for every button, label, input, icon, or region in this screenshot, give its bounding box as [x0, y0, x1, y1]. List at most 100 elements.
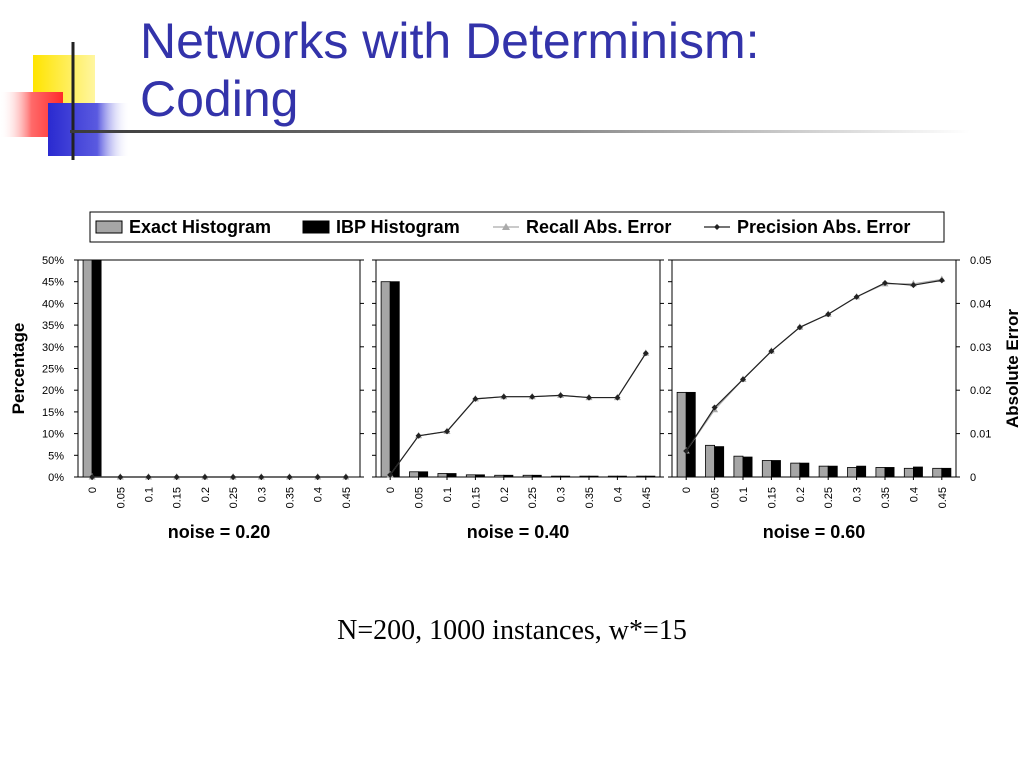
x-tick-label: 0.35: [285, 487, 297, 508]
bar-exact: [380, 281, 391, 478]
bar-exact: [494, 474, 505, 478]
bar-ibp: [503, 474, 514, 478]
panel-frame: [375, 259, 661, 478]
panel-xlabel: noise = 0.60: [763, 522, 866, 542]
x-tick-label: 0.4: [612, 487, 624, 502]
legend-label: Exact Histogram: [129, 217, 271, 237]
legend-swatch: [95, 220, 123, 234]
legend-swatch: [302, 220, 330, 234]
x-tick-label: 0.4: [313, 487, 325, 502]
precision-point: [500, 393, 507, 400]
x-tick-label: 0.35: [880, 487, 892, 508]
bar-ibp: [799, 462, 810, 478]
x-tick-label: 0.05: [414, 487, 426, 508]
recall-line: [389, 352, 647, 476]
bar-exact: [733, 455, 744, 478]
precision-line: [389, 352, 647, 476]
precision-point: [387, 471, 394, 478]
y-tick-label: 40%: [42, 298, 64, 310]
bar-ibp: [913, 466, 923, 478]
x-tick-label: 0.25: [228, 487, 240, 508]
y-tick-label: 15%: [42, 407, 64, 419]
bar-exact: [790, 462, 801, 478]
x-tick-label: 0.05: [115, 487, 127, 508]
bar-ibp: [588, 475, 599, 478]
bar-exact: [607, 475, 618, 478]
x-tick-label: 0.2: [200, 487, 212, 502]
bar-exact: [551, 475, 562, 478]
precision-point: [145, 474, 152, 480]
precision-point: [342, 474, 349, 480]
bar-ibp: [771, 460, 781, 478]
precision-point: [415, 432, 422, 439]
bar-ibp: [91, 259, 102, 478]
title-line-2: Coding: [140, 71, 299, 127]
precision-point: [557, 392, 564, 399]
x-tick-label: 0.05: [710, 487, 722, 508]
precision-point: [286, 474, 293, 480]
precision-point: [711, 404, 718, 411]
precision-point: [444, 428, 450, 435]
y-tick-label: 5%: [48, 450, 64, 462]
x-tick-label: 0: [385, 487, 397, 493]
bar-ibp: [531, 474, 542, 478]
legend-marker: [502, 223, 510, 230]
precision-point: [882, 280, 888, 287]
bar-ibp: [418, 471, 429, 478]
y-tick-label: 0%: [48, 472, 64, 484]
legend-label: Recall Abs. Error: [526, 217, 671, 237]
y2-tick-label: 0.05: [970, 255, 991, 267]
precision-point: [853, 293, 860, 300]
y-tick-label: 20%: [42, 385, 64, 397]
slide-caption: N=200, 1000 instances, w*=15: [337, 615, 687, 646]
precision-point: [683, 447, 690, 454]
x-tick-label: 0.45: [641, 487, 653, 508]
slide-decoration: [0, 42, 130, 160]
y-tick-label: 25%: [42, 364, 64, 376]
x-tick-label: 0.1: [738, 487, 750, 502]
y-tick-label: 45%: [42, 277, 64, 289]
x-tick-label: 0.15: [766, 487, 778, 508]
y-axis-label: Percentage: [9, 323, 28, 415]
x-tick-label: 0.4: [908, 487, 920, 502]
y-tick-label: 50%: [42, 255, 64, 267]
bar-exact: [761, 460, 772, 478]
precision-point: [768, 348, 775, 355]
bar-exact: [437, 473, 448, 478]
slide-title: Networks with Determinism: Coding: [140, 12, 760, 128]
precision-point: [938, 277, 945, 284]
precision-point: [740, 376, 746, 383]
bar-ibp: [884, 467, 895, 478]
precision-point: [614, 394, 621, 401]
x-tick-label: 0: [681, 487, 693, 493]
legend-label: IBP Histogram: [336, 217, 460, 237]
y2-axis-label: Absolute Error: [1003, 309, 1022, 428]
precision-point: [230, 474, 237, 480]
bar-ibp: [645, 475, 656, 478]
bar-ibp: [941, 467, 952, 478]
bar-exact: [932, 467, 943, 478]
bar-exact: [875, 467, 886, 478]
precision-point: [258, 474, 265, 480]
x-tick-label: 0: [87, 487, 99, 493]
precision-point: [472, 395, 479, 402]
bar-ibp: [714, 446, 725, 478]
x-tick-label: 0.15: [470, 487, 482, 508]
bar-ibp: [617, 475, 627, 478]
bar-exact: [903, 467, 914, 478]
bar-exact: [636, 475, 647, 478]
bar-ibp: [827, 465, 838, 478]
y-tick-label: 35%: [42, 320, 64, 332]
panel-xlabel: noise = 0.20: [168, 522, 271, 542]
x-tick-label: 0.2: [499, 487, 511, 502]
x-tick-label: 0.25: [823, 487, 835, 508]
x-tick-label: 0.3: [256, 487, 268, 502]
bar-exact: [522, 474, 533, 478]
legend-label: Precision Abs. Error: [737, 217, 910, 237]
x-tick-label: 0.3: [852, 487, 864, 502]
recall-line: [685, 278, 942, 452]
title-line-1: Networks with Determinism:: [140, 13, 760, 69]
x-tick-label: 0.45: [937, 487, 949, 508]
y2-tick-label: 0.01: [970, 429, 991, 441]
y2-tick-label: 0.04: [970, 298, 991, 310]
